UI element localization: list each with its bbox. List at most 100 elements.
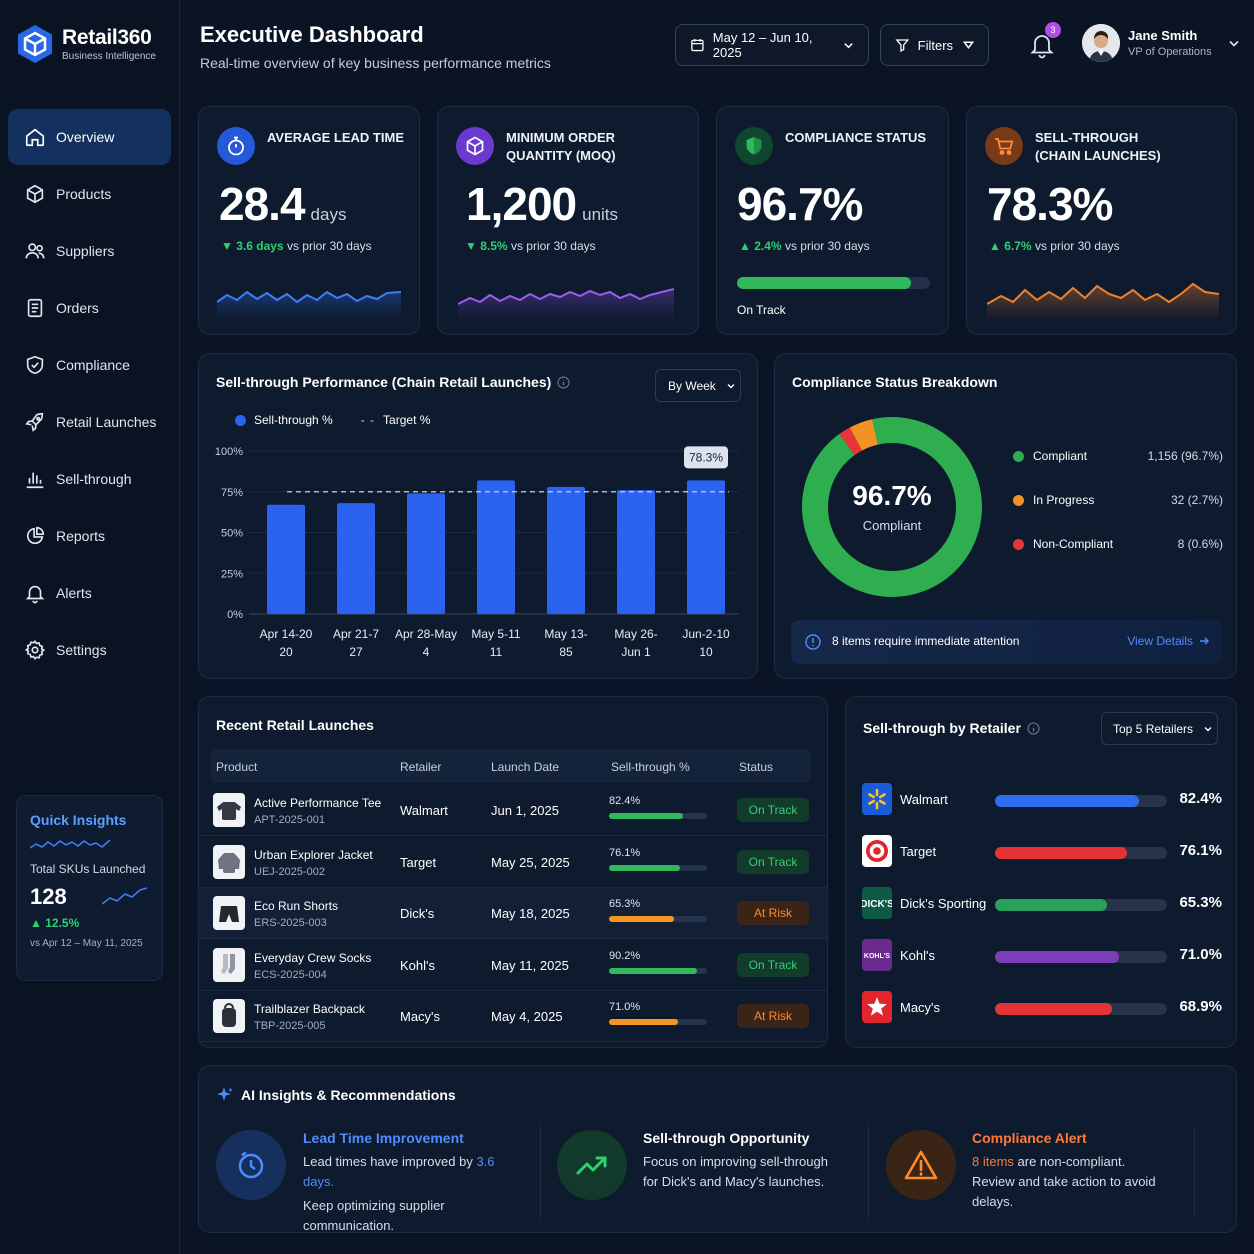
sell-through-mini-fill [609,813,684,819]
x-tick-label: 20 [279,645,293,659]
filter-icon [895,39,910,52]
filters-button[interactable]: Filters [880,24,989,66]
insight-text: Lead times have improved by 3.6 days. Kee… [303,1152,523,1236]
sidebar-item-alerts[interactable]: Alerts [8,565,171,621]
sell-through-bar-chart: 0% 25% 50% 75% 100% Apr 14-20 20 Apr 21-7 27 Apr … [215,446,739,659]
retailer-bar-fill [995,951,1119,963]
retailer-name: Kohl's [900,948,936,963]
view-details-link[interactable]: View Details [1127,634,1210,648]
sidebar-item-retail-launches[interactable]: Retail Launches [8,394,171,450]
retailer-row[interactable]: Macy's 68.9% [862,991,1222,1027]
quick-insights-value: 128 [30,884,67,909]
top-retailers-dropdown-label: Top 5 Retailers [1113,721,1194,736]
retailer-sell-through-card: Sell-through by Retailer Top 5 Retailers… [845,696,1237,1048]
retailer-value: 82.4% [1179,790,1222,807]
kpi-label: Average Lead Time [267,130,404,145]
insight-text: Focus on improving sell-through for Dick… [643,1154,828,1189]
column-header[interactable]: Sell-through % [611,760,690,774]
sidebar-item-suppliers[interactable]: Suppliers [8,223,171,279]
launch-date-cell: Jun 1, 2025 [491,803,559,818]
shopping-cart-icon [985,127,1023,165]
kpi-number: 1,200 [466,178,577,230]
sell-through-mini-fill [609,916,674,922]
insight-text-part2: Review and take action to avoid delays. [972,1174,1156,1209]
sidebar-item-label: Orders [56,300,99,316]
retailer-cell: Walmart [400,803,448,818]
table-row[interactable]: Active Performance Tee APT-2025-001 Walmar… [199,785,827,836]
notifications-bell-icon[interactable] [1028,30,1056,60]
kpi-label-line1: Minimum Order [506,130,616,145]
legend-target-label: Target % [383,413,431,427]
product-name: Eco Run Shorts [254,899,339,913]
info-icon[interactable] [1027,722,1040,735]
sidebar-item-overview[interactable]: Overview [8,109,171,165]
pie-chart-icon [26,526,45,545]
sidebar-item-reports[interactable]: Reports [8,508,171,564]
macys-star-icon [862,991,892,1023]
sidebar-item-products[interactable]: Products [8,166,171,222]
sidebar-item-compliance[interactable]: Compliance [8,337,171,393]
retailer-row[interactable]: KOHL'S Kohl's 71.0% [862,939,1222,975]
info-icon[interactable] [557,376,570,389]
x-tick-label: 27 [349,645,363,659]
trend-up-icon: ▲ [739,239,751,253]
rocket-icon [25,412,44,432]
launch-date-cell: May 18, 2025 [491,906,570,921]
y-tick-label: 50% [221,528,243,540]
donut-center: 96.7% Compliant [797,480,987,533]
attention-alert-text: 8 items require immediate attention [832,634,1020,648]
status-badge: On Track [737,849,809,874]
legend-value: 32 (2.7%) [1170,493,1223,507]
page-title: Executive Dashboard [200,22,424,47]
kpi-value: 78.3% [987,178,1113,230]
compliance-progress-fill [737,277,911,289]
table-row[interactable]: Trailblazer Backpack TBP-2025-005 Macy's Ma… [199,991,827,1042]
clock-icon [216,1130,286,1200]
divider [1194,1126,1195,1218]
insight-highlight: 3.6 days. [303,1154,495,1189]
bar [407,493,445,614]
insight-title: Lead Time Improvement [303,1130,464,1146]
column-header[interactable]: Launch Date [491,760,560,774]
period-dropdown[interactable]: By Week [655,369,741,402]
kpi-delta: 2.4% [754,239,782,253]
kpi-sparkline [987,282,1219,320]
svg-text:KOHL'S: KOHL'S [864,953,890,960]
column-header[interactable]: Product [216,760,258,774]
retailer-value: 76.1% [1179,842,1222,859]
top-retailers-dropdown[interactable]: Top 5 Retailers [1101,712,1218,745]
sidebar-item-label: Reports [56,528,106,544]
column-header[interactable]: Retailer [400,760,442,774]
retailer-value: 71.0% [1179,946,1222,963]
insight-highlight: 8 items [972,1154,1014,1169]
box-icon [26,184,44,204]
table-row[interactable]: Everyday Crew Socks ECS-2025-004 Kohl's May… [199,940,827,991]
sidebar-item-orders[interactable]: Orders [8,280,171,336]
notification-count-badge: 3 [1045,22,1061,38]
sidebar-item-settings[interactable]: Settings [8,622,171,678]
product-thumbnail [213,999,245,1033]
retailer-bar [995,899,1167,911]
brand[interactable]: Retail360 Business Intelligence [16,24,156,64]
insight-title: Sell-through Opportunity [643,1130,810,1146]
retailer-row[interactable]: DICK'S Dick's Sporting 65.3% [862,887,1222,923]
date-range-picker[interactable]: May 12 – Jun 10, 2025 [675,24,869,66]
legend-dot [1013,495,1024,506]
sidebar-item-label: Settings [56,642,107,658]
section-title: AI Insights & Recommendations [216,1086,456,1104]
sell-through-mini-bar [609,916,707,922]
sidebar-item-sell-through[interactable]: Sell-through [8,451,171,507]
avatar [1082,24,1120,62]
column-header[interactable]: Status [739,760,774,774]
user-menu[interactable]: Jane Smith VP of Operations [1082,24,1240,62]
kpi-value: 28.4 days [219,177,346,231]
retailer-row[interactable]: Target 76.1% [862,835,1222,871]
sell-through-pct: 65.3% [609,898,641,910]
sidebar-item-label: Compliance [56,357,130,373]
retailer-value: 65.3% [1179,894,1222,911]
table-row[interactable]: Eco Run Shorts ERS-2025-003 Dick's May 18, … [199,888,827,939]
retailer-row[interactable]: Walmart 82.4% [862,783,1222,819]
bar [477,480,515,614]
table-row[interactable]: Urban Explorer Jacket UEJ-2025-002 Target M… [199,837,827,888]
chart-legend: Sell-through % - - Target % [235,413,430,427]
